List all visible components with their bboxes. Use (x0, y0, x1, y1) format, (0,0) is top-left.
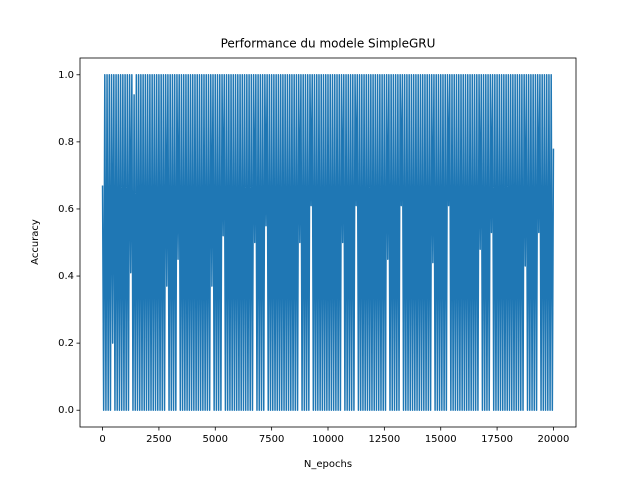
x-tick-label: 12500 (368, 434, 400, 445)
y-tick-label: 0.4 (58, 271, 74, 282)
x-tick-label: 7500 (259, 434, 284, 445)
x-tick-label: 20000 (538, 434, 570, 445)
y-tick-label: 0.8 (58, 137, 74, 148)
x-axis-label: N_epochs (304, 459, 352, 470)
x-tick-label: 17500 (481, 434, 513, 445)
chart-title: Performance du modele SimpleGRU (221, 37, 436, 51)
x-tick-label: 0 (99, 434, 105, 445)
data-line (101, 74, 555, 411)
y-tick-label: 1.0 (58, 70, 74, 81)
x-tick-label: 5000 (203, 434, 228, 445)
y-tick-label: 0.2 (58, 338, 74, 349)
y-tick-label: 0.6 (58, 204, 74, 215)
y-axis-label: Accuracy (30, 219, 41, 265)
x-tick-label: 10000 (312, 434, 344, 445)
x-tick-label: 2500 (146, 434, 171, 445)
x-tick-label: 15000 (425, 434, 457, 445)
y-tick-label: 0.0 (58, 405, 74, 416)
